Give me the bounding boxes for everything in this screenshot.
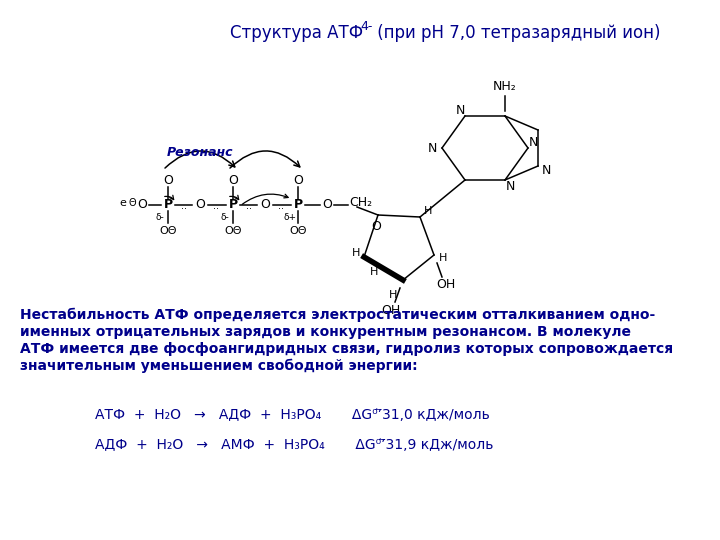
Text: OΘ: OΘ xyxy=(159,226,176,236)
Text: ··: ·· xyxy=(278,204,284,214)
Text: значительным уменьшением свободной энергии:: значительным уменьшением свободной энерг… xyxy=(20,359,418,373)
Text: OΘ: OΘ xyxy=(224,226,242,236)
Text: N: N xyxy=(541,164,551,177)
Text: ··: ·· xyxy=(213,204,219,214)
Text: O: O xyxy=(228,174,238,187)
Text: H: H xyxy=(438,253,447,263)
Text: P: P xyxy=(163,199,173,212)
Text: N: N xyxy=(505,180,515,193)
Text: Θ: Θ xyxy=(128,198,136,208)
Text: ··: ·· xyxy=(181,204,187,214)
Text: NH₂: NH₂ xyxy=(493,79,517,92)
Text: O: O xyxy=(260,199,270,212)
Text: 4-: 4- xyxy=(360,21,372,33)
Text: P: P xyxy=(294,199,302,212)
Text: O: O xyxy=(371,219,381,233)
Text: именных отрицательных зарядов и конкурентным резонансом. В молекуле: именных отрицательных зарядов и конкурен… xyxy=(20,325,631,339)
Text: N: N xyxy=(528,137,538,150)
Text: O: O xyxy=(163,174,173,187)
Text: δ-: δ- xyxy=(156,213,164,221)
Text: OH: OH xyxy=(436,279,456,292)
Text: (при рН 7,0 тетразарядный ион): (при рН 7,0 тетразарядный ион) xyxy=(372,24,660,42)
Text: δ-: δ- xyxy=(220,213,230,221)
Text: H: H xyxy=(352,248,360,258)
FancyArrowPatch shape xyxy=(242,194,288,204)
Text: H: H xyxy=(389,290,397,300)
Text: e: e xyxy=(120,198,127,208)
Text: O: O xyxy=(322,199,332,212)
Text: АДФ  +  Н₂О   →   АМФ  +  Н₃РО₄       ΔG⁰’⃐31,9 кДж/моль: АДФ + Н₂О → АМФ + Н₃РО₄ ΔG⁰’⃐31,9 кДж/мо… xyxy=(95,438,493,452)
Text: P: P xyxy=(228,199,238,212)
Text: Резонанс: Резонанс xyxy=(167,145,233,159)
Text: H: H xyxy=(424,206,432,216)
FancyArrowPatch shape xyxy=(165,195,174,200)
Text: АТФ  +  Н₂О   →   АДФ  +  Н₃РО₄       ΔG⁰’⃐31,0 кДж/моль: АТФ + Н₂О → АДФ + Н₃РО₄ ΔG⁰’⃐31,0 кДж/мо… xyxy=(95,408,490,422)
Text: O: O xyxy=(195,199,205,212)
Text: O: O xyxy=(293,174,303,187)
Text: АТФ имеется две фосфоангидридных связи, гидролиз которых сопровождается: АТФ имеется две фосфоангидридных связи, … xyxy=(20,342,673,356)
Text: CH₂: CH₂ xyxy=(349,195,372,208)
Text: δ+: δ+ xyxy=(284,213,297,221)
Text: N: N xyxy=(455,105,464,118)
FancyArrowPatch shape xyxy=(165,151,235,168)
FancyArrowPatch shape xyxy=(230,195,238,200)
Text: OH: OH xyxy=(382,303,400,316)
Text: Нестабильность АТФ определяется электростатическим отталкиванием одно-: Нестабильность АТФ определяется электрос… xyxy=(20,308,655,322)
FancyArrowPatch shape xyxy=(230,151,300,168)
Text: OΘ: OΘ xyxy=(289,226,307,236)
Text: ··: ·· xyxy=(246,204,252,214)
Text: N: N xyxy=(427,141,437,154)
Text: O: O xyxy=(137,199,147,212)
Text: Структура АТФ: Структура АТФ xyxy=(230,24,363,42)
Text: H: H xyxy=(370,267,378,277)
